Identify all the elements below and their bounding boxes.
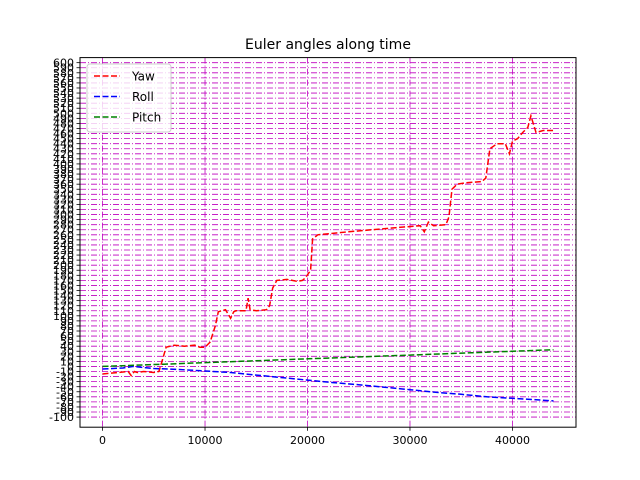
y-tick-label: 100 [53,310,74,323]
y-tick-label: 530 [53,92,74,105]
series-line-roll [102,365,554,402]
y-tick-label: -90 [56,406,74,419]
y-tick-label: 550 [53,82,74,95]
y-tick-label: 150 [53,284,74,297]
y-tick-label: 110 [53,305,74,318]
y-tick-label: 310 [53,203,74,216]
y-tick-label: 200 [53,259,74,272]
x-axis: 0 10000 20000 30000 40000 [99,427,530,447]
legend-label-roll: Roll [132,90,154,104]
y-tick-label: 270 [53,224,74,237]
y-tick-label: -10 [56,366,74,379]
x-tick-label: 0 [99,434,106,447]
y-tick-label: 130 [53,295,74,308]
y-tick-label: 170 [53,274,74,287]
y-tick-label: 510 [53,102,74,115]
y-tick-label: 560 [53,77,74,90]
y-tick-label: 300 [53,209,74,222]
y-tick-label: 400 [53,158,74,171]
y-tick-label: 80 [60,320,74,333]
y-tick-label: 370 [53,173,74,186]
axes-frame [79,57,577,428]
y-tick-label: 470 [53,122,74,135]
y-tick-label: 10 [60,355,74,368]
y-tick-label: 440 [53,138,74,151]
y-tick-label: 490 [53,112,74,125]
y-tick-label: 520 [53,97,74,110]
y-tick-label: 340 [53,188,74,201]
x-tick-label: 30000 [392,434,427,447]
y-tick-label: 250 [53,234,74,247]
y-tick-label: 540 [53,87,74,100]
y-tick-label: 580 [53,67,74,80]
plot-series [102,113,554,402]
legend-label-yaw: Yaw [131,70,155,84]
y-tick-label: 20 [60,350,74,363]
y-tick-label: 120 [53,300,74,313]
y-tick-label: 420 [53,148,74,161]
y-tick-label: 60 [60,330,74,343]
y-tick-label: 570 [53,72,74,85]
y-tick-label: 220 [53,249,74,262]
y-tick-label: 290 [53,214,74,227]
y-tick-label: 160 [53,279,74,292]
chart-title: Euler angles along time [245,37,411,53]
y-tick-label: 480 [53,117,74,130]
y-tick-label: 40 [60,340,74,353]
y-tick-label: 230 [53,244,74,257]
y-tick-label: -40 [56,381,74,394]
y-tick-label: -50 [56,386,74,399]
y-tick-label: 30 [60,345,74,358]
y-tick-label: -30 [56,376,74,389]
y-tick-label: 240 [53,239,74,252]
y-tick-label: 260 [53,229,74,242]
legend: Yaw Roll Pitch [86,63,172,133]
y-tick-label: 390 [53,163,74,176]
series-line-yaw [102,113,554,377]
y-tick-label: 180 [53,269,74,282]
y-tick-label: 500 [53,107,74,120]
y-tick-label: -100 [49,411,74,424]
y-tick-label: 450 [53,133,74,146]
y-tick-label: 350 [53,183,74,196]
y-tick-label: 600 [53,57,74,70]
y-tick-label: 430 [53,143,74,156]
y-tick-label: 140 [53,290,74,303]
y-tick-label: 320 [53,198,74,211]
y-tick-label: 380 [53,168,74,181]
y-tick-label: 190 [53,264,74,277]
y-tick-label: 50 [60,335,74,348]
y-tick-label: -20 [56,371,74,384]
y-tick-label: 0 [67,360,74,373]
y-tick-label: 460 [53,128,74,141]
y-tick-label: 210 [53,254,74,267]
y-tick-label: 590 [53,62,74,75]
y-tick-label: 280 [53,219,74,232]
x-tick-label: 40000 [495,434,530,447]
y-tick-label: 360 [53,178,74,191]
y-axis: -100-90-80-70-60-50-40-30-20-10010203040… [49,57,80,424]
y-tick-label: 70 [60,325,74,338]
y-tick-label: 330 [53,193,74,206]
y-tick-label: -70 [56,396,74,409]
x-tick-label: 20000 [290,434,325,447]
y-tick-label: 90 [60,315,74,328]
y-tick-label: -80 [56,401,74,414]
legend-label-pitch: Pitch [132,111,161,125]
y-tick-label: 410 [53,153,74,166]
legend-box [86,63,172,133]
series-line-pitch [102,348,554,368]
x-tick-label: 10000 [188,434,223,447]
y-tick-label: -60 [56,391,74,404]
